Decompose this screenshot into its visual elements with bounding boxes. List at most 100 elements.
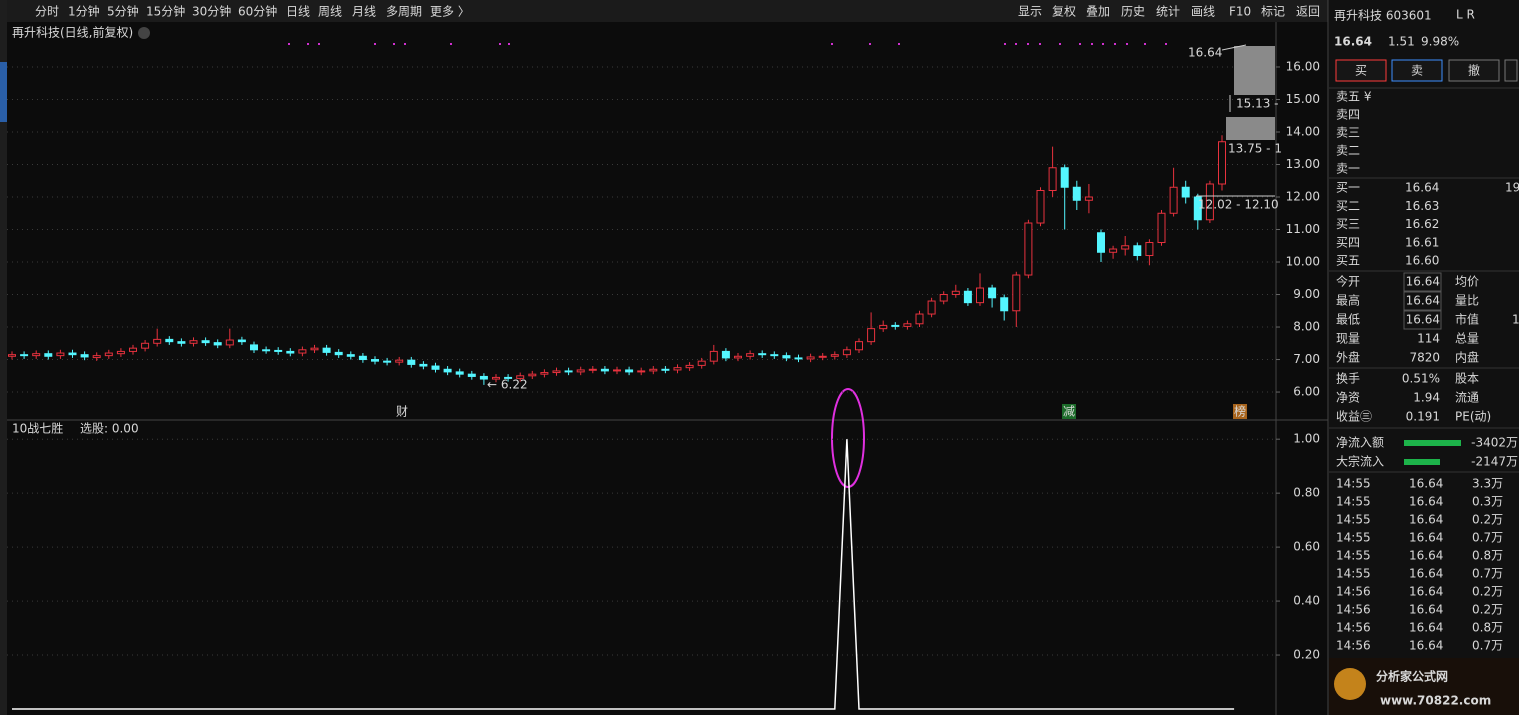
bid-cell: 16.62 [1405, 217, 1439, 231]
trade-cell: 16.64 [1409, 549, 1443, 563]
indicator-title: 10战七胜 [12, 421, 63, 436]
indicator-line [12, 439, 1235, 710]
trade-cell: 14:56 [1336, 585, 1371, 599]
trade-cell: 0.2万 [1472, 603, 1503, 617]
candle-body [746, 353, 755, 357]
price-annotation: ← 6.22 [487, 378, 528, 392]
candle-body [1133, 245, 1142, 257]
ask-label: 卖四 [1336, 108, 1360, 122]
candle-body [516, 375, 525, 379]
y-tick-label: 0.80 [1293, 486, 1320, 500]
tool-button[interactable]: 统计 [1156, 5, 1180, 19]
event-marker[interactable]: 财 [396, 405, 408, 419]
ask-label: 卖二 [1336, 144, 1360, 158]
y-tick-label: 1.00 [1293, 432, 1320, 446]
signal-dot [307, 43, 309, 45]
bid-cell: 买四 [1336, 235, 1360, 249]
period-tab[interactable]: 60分钟 [238, 4, 277, 19]
candle-body [322, 347, 331, 353]
bid-cell: 16.61 [1405, 235, 1439, 249]
bid-cell: 16.63 [1405, 199, 1439, 213]
trade-button-label[interactable]: 撤 [1468, 63, 1480, 78]
trade-button[interactable] [1335, 59, 1387, 82]
indicator-subtitle: 选股: 0.00 [80, 422, 139, 436]
event-marker-bg [1233, 404, 1247, 419]
ask-label: 卖三 [1336, 126, 1360, 140]
period-tab[interactable]: 周线 [318, 5, 342, 19]
stat-value: 0.191 [1406, 410, 1440, 424]
period-tab[interactable]: 1分钟 [68, 4, 100, 19]
trade-button-label[interactable]: 卖 [1411, 64, 1423, 78]
candle-body [1121, 245, 1130, 250]
period-tab[interactable]: 30分钟 [192, 4, 231, 19]
period-tab[interactable]: 更多 〉 [430, 5, 470, 19]
signal-dot [1015, 43, 1017, 45]
tool-button[interactable]: 历史 [1121, 5, 1145, 19]
trade-cell: 0.8万 [1472, 621, 1503, 635]
trade-button[interactable] [1391, 59, 1443, 82]
tool-button[interactable]: 显示 [1018, 5, 1042, 19]
trade-cell: 14:56 [1336, 639, 1371, 653]
last-price: 16.64 [1334, 35, 1372, 49]
candle-body [564, 370, 573, 373]
trade-button[interactable] [1448, 59, 1500, 82]
event-marker[interactable]: 榜 [1234, 404, 1246, 419]
period-tab[interactable]: 月线 [352, 5, 376, 19]
y-tick-label: 10.00 [1286, 255, 1320, 269]
tool-button[interactable]: 画线 [1191, 5, 1215, 19]
y-tick-label: 14.00 [1286, 124, 1320, 138]
trade-cell: 16.64 [1409, 585, 1443, 599]
candle-body [963, 290, 972, 304]
signal-dot [1039, 43, 1041, 45]
candle-body [1072, 186, 1081, 201]
signal-dot [374, 43, 376, 45]
signal-dot [869, 43, 871, 45]
period-tab[interactable]: 分时 [35, 5, 59, 19]
tool-button[interactable]: 标记 [1261, 5, 1285, 19]
candle-body [1036, 190, 1045, 224]
y-tick-label: 13.00 [1286, 157, 1320, 171]
period-tab[interactable]: 日线 [286, 5, 310, 19]
period-tab[interactable]: 5分钟 [107, 4, 139, 19]
stat-label: PE(动) [1455, 410, 1491, 424]
bid-cell: 买二 [1336, 199, 1360, 213]
stat-value: 16.64 [1406, 275, 1440, 289]
tool-button[interactable]: F10 [1229, 5, 1251, 19]
stat-value: 16.64 [1406, 313, 1440, 327]
trade-button-label[interactable]: 买 [1355, 64, 1367, 78]
candle-body [492, 376, 500, 380]
stat-label: 现量 [1336, 332, 1360, 346]
candle-body [455, 371, 464, 375]
trade-cell: 0.2万 [1472, 513, 1503, 527]
candle-body [685, 364, 694, 369]
signal-dot [1079, 43, 1081, 45]
candle-body [903, 323, 912, 327]
candle-body [927, 300, 936, 315]
tool-button[interactable]: 叠加 [1086, 5, 1110, 19]
bid-cell: 买三 [1336, 217, 1360, 231]
y-tick-label: 0.40 [1293, 594, 1320, 608]
panel-layer: 再升科技 603601 L R 16.64 1.51 9.98% 买 卖 撤卖五 ¥ 卖四卖三卖… [1329, 8, 1519, 715]
watermark-title: 分析家公式网 [1376, 669, 1448, 684]
menu-button[interactable] [1504, 59, 1518, 82]
candle-body [782, 355, 791, 359]
candle-body [80, 354, 89, 358]
tool-button[interactable]: 复权 [1052, 5, 1076, 19]
signal-dot [831, 43, 833, 45]
stat-value: 7820 [1409, 351, 1440, 365]
event-marker[interactable]: 减 [1063, 405, 1075, 419]
period-tab[interactable]: 15分钟 [146, 4, 185, 19]
stat-label: 最高 [1336, 293, 1360, 308]
watermark-logo [1334, 668, 1366, 700]
chart-title: 再升科技(日线,前复权) [12, 25, 133, 40]
candle-body [697, 360, 706, 366]
candle-body [310, 347, 319, 351]
signal-dot [1004, 43, 1006, 45]
period-tab[interactable]: 多周期 [386, 5, 422, 19]
stat-label: 内盘 [1455, 350, 1479, 365]
title-menu[interactable] [138, 27, 150, 39]
signal-dot [393, 43, 395, 45]
candle-body [540, 372, 549, 375]
tool-button[interactable]: 返回 [1296, 5, 1320, 19]
